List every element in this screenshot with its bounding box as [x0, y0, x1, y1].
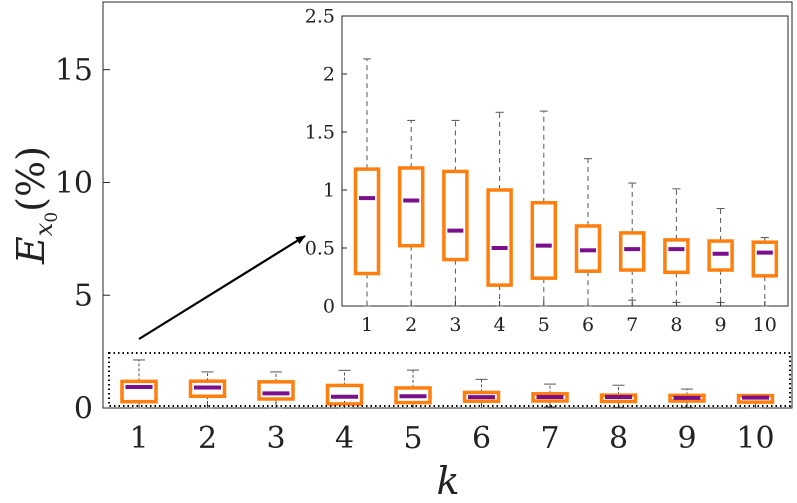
y-tick-label: 5 — [74, 279, 93, 314]
box-k-5 — [530, 110, 558, 307]
box-k-10 — [751, 237, 779, 307]
zoom-arrow — [138, 235, 306, 340]
box-iqr — [120, 379, 158, 404]
box-k-1 — [120, 359, 158, 409]
box-k-5 — [394, 369, 432, 409]
main-axes-frame — [102, 1, 793, 409]
box-iqr — [486, 188, 513, 287]
x-tick-label: 7 — [626, 314, 638, 336]
x-tick-label: 5 — [403, 421, 422, 456]
inset-panel: 0 0.5 1 1.5 2 2.5 1 2 3 4 5 6 7 8 9 10 — [305, 6, 789, 336]
box-iqr — [257, 380, 295, 401]
x-tick-label: 10 — [736, 421, 774, 456]
x-tick-label: 8 — [670, 314, 682, 336]
x-tick-label: 4 — [335, 421, 354, 456]
inset-x-ticks: 1 2 3 4 5 6 7 8 9 10 — [361, 301, 777, 336]
box-k-3 — [442, 119, 469, 307]
x-tick-label: 5 — [538, 314, 550, 336]
x-tick-label: 3 — [266, 421, 285, 456]
box-k-2 — [397, 119, 425, 307]
main-boxes — [120, 359, 775, 409]
box-k-3 — [257, 371, 295, 409]
box-iqr — [751, 240, 779, 278]
box-k-2 — [188, 371, 227, 409]
box-iqr — [353, 167, 381, 276]
y-tick-label: 1.5 — [305, 122, 335, 144]
y-axis-label-unit: (%) — [9, 146, 53, 212]
box-iqr — [188, 379, 227, 399]
inset-background — [341, 15, 789, 307]
box-k-7 — [618, 182, 646, 301]
box-iqr — [531, 392, 569, 403]
svg-text:Ex0(%): Ex0(%) — [9, 146, 62, 265]
box-iqr — [394, 386, 432, 405]
y-axis-label-main: E — [9, 236, 53, 265]
box-iqr — [530, 201, 558, 280]
x-tick-label: 1 — [129, 421, 148, 456]
y-tick-label: 0 — [74, 392, 93, 427]
box-k-8 — [599, 384, 638, 408]
y-axis-label-subsub: 0 — [42, 212, 62, 223]
box-iqr — [736, 393, 775, 404]
box-iqr — [707, 239, 734, 272]
y-tick-label: 10 — [55, 166, 93, 201]
y-tick-label: 15 — [55, 53, 93, 88]
box-k-4 — [325, 369, 364, 409]
x-tick-label: 8 — [609, 421, 628, 456]
main-x-ticks: 1 2 3 4 5 6 7 8 9 10 — [129, 401, 775, 456]
x-tick-label: 9 — [715, 314, 727, 336]
box-k-4 — [486, 111, 513, 307]
box-k-9 — [707, 208, 734, 304]
x-tick-label: 10 — [753, 314, 777, 336]
y-tick-label: 2.5 — [305, 6, 335, 28]
box-k-9 — [668, 388, 706, 408]
y-tick-label: 0.5 — [305, 238, 335, 260]
box-iqr — [442, 169, 469, 262]
x-tick-label: 2 — [405, 314, 417, 336]
box-iqr — [618, 231, 646, 272]
y-tick-label: 1 — [323, 180, 335, 202]
x-tick-label: 2 — [198, 421, 217, 456]
box-iqr — [462, 390, 501, 403]
x-tick-label: 3 — [449, 314, 461, 336]
box-iqr — [397, 166, 425, 248]
x-tick-label: 4 — [494, 314, 506, 336]
x-tick-label: 1 — [361, 314, 373, 336]
box-k-8 — [663, 188, 690, 304]
box-k-6 — [574, 158, 602, 307]
zoom-region-rect — [108, 352, 791, 407]
box-iqr — [574, 224, 602, 273]
x-tick-label: 6 — [582, 314, 594, 336]
box-k-10 — [736, 393, 775, 409]
x-tick-label: 7 — [540, 421, 559, 456]
box-iqr — [668, 393, 706, 403]
box-iqr — [663, 238, 690, 275]
inset-boxes — [353, 58, 779, 307]
y-tick-label: 2 — [323, 64, 335, 86]
y-axis-label-sub: x — [30, 222, 58, 236]
box-k-1 — [353, 58, 381, 307]
box-iqr — [325, 383, 364, 406]
inset-y-ticks: 0 0.5 1 1.5 2 2.5 — [305, 6, 347, 318]
y-tick-label: 0 — [323, 296, 335, 318]
x-tick-label: 9 — [677, 421, 696, 456]
box-k-7 — [531, 383, 569, 408]
box-k-6 — [462, 378, 501, 409]
x-axis-label: k — [436, 459, 459, 503]
y-axis-label: Ex0(%) — [9, 146, 62, 265]
x-tick-label: 6 — [472, 421, 491, 456]
main-y-ticks: 0 5 10 15 — [55, 53, 110, 427]
